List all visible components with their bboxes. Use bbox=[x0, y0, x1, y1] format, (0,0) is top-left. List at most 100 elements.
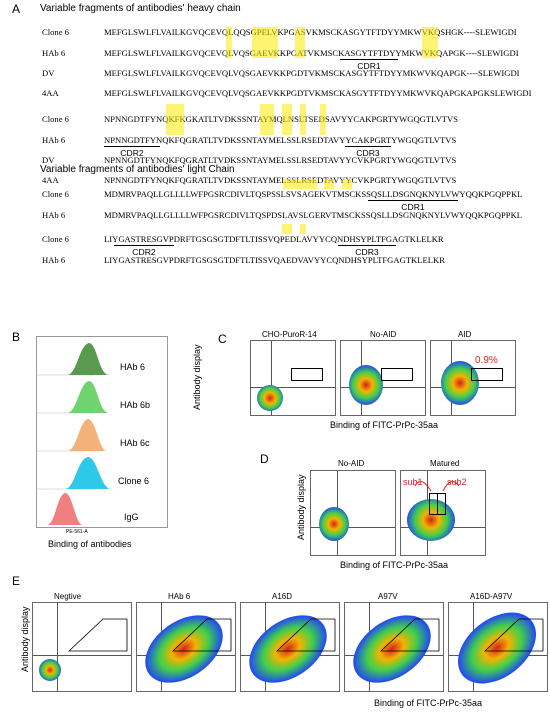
e-ylabel: Antibody display bbox=[20, 606, 30, 672]
sub-arrows bbox=[414, 481, 460, 492]
d-title: Matured bbox=[430, 459, 460, 468]
heavy-block1: Clone 6 MEFGLSWLFLVAILKGVQCEVQLQQSGPELVKP… bbox=[42, 17, 531, 109]
hist-row bbox=[47, 493, 83, 525]
light-highlight bbox=[282, 224, 292, 234]
e-xlabel: Binding of FITC-PrPc-35aa bbox=[374, 698, 483, 708]
gate-sub2 bbox=[437, 493, 446, 515]
density-cloud bbox=[407, 499, 455, 541]
light1-row: Clone 6 MDMRVPAQLLGLLLLWFPGSRCDIVLTQSPSSL… bbox=[42, 189, 523, 200]
panel-c-label: C bbox=[218, 332, 227, 346]
hist-label: HAb 6 bbox=[120, 362, 146, 372]
gate-box bbox=[381, 368, 413, 381]
heavy-highlight bbox=[252, 27, 278, 58]
hist-curve bbox=[67, 419, 107, 451]
light-highlight bbox=[324, 179, 334, 189]
flow-plot-e2 bbox=[132, 601, 236, 697]
cdr3-label: CDR3 bbox=[356, 148, 380, 158]
heavy-highlight bbox=[282, 104, 292, 135]
panel-d-label: D bbox=[260, 452, 269, 466]
gate-box bbox=[291, 368, 323, 381]
heavy-highlight bbox=[422, 27, 438, 58]
heavy1-row: DV MEFGLSWLFLVAILKGVQCEVQLVQSGAEVKKPGDTVK… bbox=[42, 68, 520, 79]
heavy2-row: HAb 6 NPNNGDTFYNQKFQGRATLTVDKSSNTAYMELSSL… bbox=[42, 134, 457, 145]
hist-row bbox=[37, 419, 107, 452]
density-cloud bbox=[257, 385, 283, 411]
flow-plot-d2: sub1 sub2 bbox=[400, 470, 486, 556]
flow-plot-c3: 0.9% bbox=[430, 340, 516, 416]
hist-row bbox=[37, 343, 109, 376]
flow-plot-c1 bbox=[250, 340, 336, 416]
panel-a-label: A bbox=[12, 2, 21, 16]
heavy-highlight bbox=[226, 27, 232, 58]
gate-polygon bbox=[171, 618, 232, 652]
light-block2: Clone 6 LIYGASTRESGVPDRFTGSGSGTDFTLTISSVQ… bbox=[42, 224, 445, 275]
light-cdr1-underline bbox=[368, 200, 458, 201]
panel-b-label: B bbox=[12, 330, 21, 344]
cdr2-label: CDR2 bbox=[120, 148, 144, 158]
heavy1-row: Clone 6 MEFGLSWLFLVAILKGVQCEVQLQQSGPELVKP… bbox=[42, 27, 517, 38]
heavy1-row: HAb 6 MEFGLSWLFLVAILKGVQCEVQLVQSGAEVKKPGA… bbox=[42, 47, 519, 58]
flow-plot-e5 bbox=[444, 598, 550, 698]
heavy-highlight bbox=[320, 104, 326, 135]
heavy-highlight bbox=[166, 104, 184, 135]
gate-polygon bbox=[379, 618, 440, 652]
hist-curve bbox=[47, 493, 83, 525]
light-block1: Clone 6 MDMRVPAQLLGLLLLWFPGSRCDIVLTQSPSSL… bbox=[42, 179, 522, 230]
heavy2-row: 4AA NPNNGDTFYNQKFQGRATLTVDKSSNTAYMELSSLRS… bbox=[42, 175, 457, 186]
histogram-box bbox=[36, 336, 168, 528]
light-cdr1-label: CDR1 bbox=[401, 202, 425, 212]
hist-label: IgG bbox=[124, 512, 139, 522]
c-title: AID bbox=[458, 330, 472, 339]
density-cloud bbox=[349, 365, 383, 405]
e-title: Negtive bbox=[54, 592, 82, 601]
cdr1-underline bbox=[340, 59, 398, 60]
d-ylabel: Antibody display bbox=[296, 474, 306, 540]
gate-box bbox=[471, 368, 503, 381]
gate-polygon bbox=[67, 618, 128, 652]
flow-plot-e3 bbox=[236, 601, 340, 697]
e-title: A16D bbox=[272, 592, 293, 601]
light-cdr2-underline bbox=[114, 245, 174, 246]
light-cdr3-label: CDR3 bbox=[355, 247, 379, 257]
light-cdr3-underline bbox=[338, 245, 396, 246]
flow-plot-e4 bbox=[340, 601, 444, 697]
gate-polygon bbox=[275, 618, 336, 652]
hist-curve bbox=[67, 381, 109, 413]
hist-label: HAb 6c bbox=[120, 438, 150, 448]
hist-row bbox=[37, 457, 111, 490]
heavy-highlight bbox=[260, 104, 274, 135]
c-title: No-AID bbox=[370, 330, 397, 339]
histogram-svg bbox=[37, 343, 111, 525]
cdr3-underline bbox=[345, 146, 391, 147]
heavy-highlight bbox=[300, 104, 306, 135]
heavy2-row: Clone 6NPNNGDTFYNQKFKGKATLTVDKSSNTAYMQLN… bbox=[42, 114, 458, 125]
cdr1-label: CDR1 bbox=[357, 61, 381, 71]
light-highlight bbox=[342, 179, 352, 189]
flow-plot-d1 bbox=[310, 470, 396, 556]
hist-axis-tick: PE-561-A bbox=[66, 529, 88, 535]
density-cloud bbox=[319, 507, 349, 541]
light-highlight bbox=[283, 179, 317, 189]
e-title: HAb 6 bbox=[168, 592, 191, 601]
sub1-label: sub1 bbox=[403, 477, 423, 487]
light2-row: HAb 6 LIYGASTRESGVPDRFTGSGSGTDFTLTISSVQAE… bbox=[42, 254, 445, 265]
gate-percent: 0.9% bbox=[475, 355, 498, 366]
gate-polygon bbox=[483, 618, 544, 652]
heavy1-row: 4AA MEFGLSWLFLVAILKGVQCEVQLVQSGAEVKKPGDTV… bbox=[42, 88, 532, 99]
e-title: A16D-A97V bbox=[470, 592, 513, 601]
panel-e-label: E bbox=[12, 574, 21, 588]
light-cdr2-label: CDR2 bbox=[132, 247, 156, 257]
c-ylabel: Antibody display bbox=[192, 344, 202, 410]
cdr2-underline bbox=[104, 146, 160, 147]
hist-xlabel: Binding of antibodies bbox=[48, 539, 132, 549]
d-xlabel: Binding of FITC-PrPc-35aa bbox=[340, 560, 449, 570]
hist-curve bbox=[65, 457, 111, 489]
light-chain-title: Variable fragments of antibodies' light … bbox=[40, 164, 235, 175]
heavy2-row: DV NPNNGDTFYNQKFQGRATLTVDKSSNTAYMELSSLRSE… bbox=[42, 155, 457, 166]
light2-row: Clone 6 LIYGASTRESGVPDRFTGSGSGTDFTLTISSVQ… bbox=[42, 234, 444, 245]
hist-row bbox=[37, 381, 109, 414]
heavy-block2: Clone 6NPNNGDTFYNQKFKGKATLTVDKSSNTAYMQLN… bbox=[42, 104, 458, 196]
density-cloud bbox=[39, 659, 61, 681]
sub2-label: sub2 bbox=[447, 477, 467, 487]
flow-plot-e1 bbox=[32, 602, 132, 692]
